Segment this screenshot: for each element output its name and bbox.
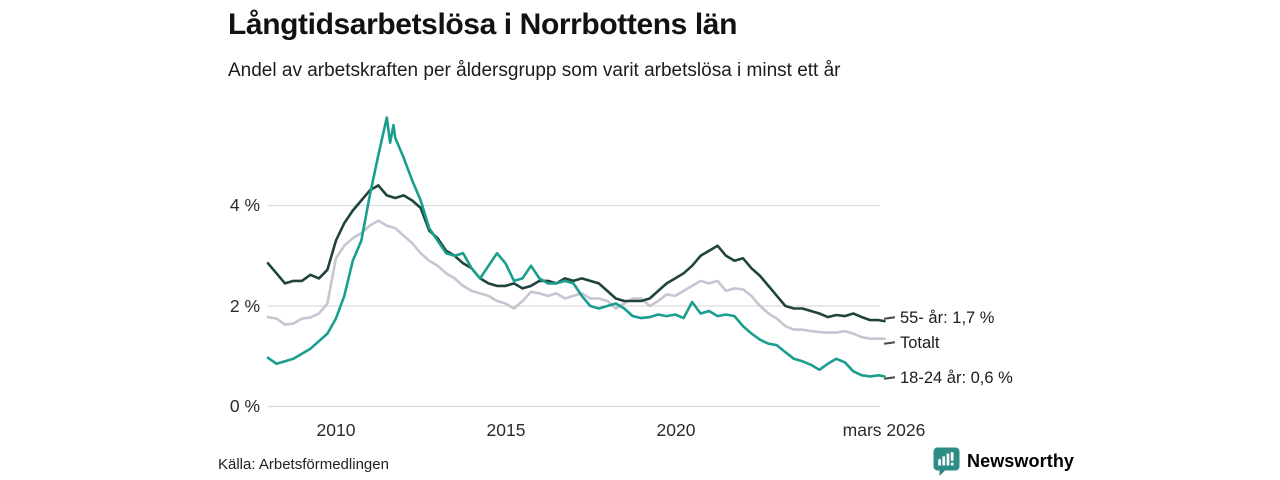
x-axis-tick-2020: 2020 <box>656 420 696 440</box>
y-axis-tick-2pct: 2 % <box>229 296 260 316</box>
series-label-text: Totalt <box>900 333 940 352</box>
leader-dash-icon <box>883 316 896 320</box>
x-axis-tick-2015: 2015 <box>486 420 526 440</box>
leader-dash-icon <box>883 341 896 345</box>
y-axis-tick-4pct: 4 % <box>229 195 260 215</box>
series-label-text: 55- år: 1,7 % <box>900 308 995 327</box>
page-title: Långtidsarbetslösa i Norrbottens län <box>228 8 738 41</box>
y-axis-tick-0pct: 0 % <box>229 396 260 416</box>
x-axis-tick-2010: 2010 <box>316 420 356 440</box>
series-line-totalt <box>266 219 886 341</box>
series-end-label-18-24: 18-24 år: 0,6 % <box>883 367 1013 389</box>
source-attribution: Källa: Arbetsförmedlingen <box>218 456 389 473</box>
chart-subtitle: Andel av arbetskraften per åldersgrupp s… <box>228 60 841 81</box>
bar-chart-speech-bubble-icon <box>933 447 960 476</box>
newsworthy-branding: Newsworthy <box>933 447 1074 476</box>
x-axis-tick-mars-2026: mars 2026 <box>842 420 926 440</box>
series-label-text: 18-24 år: 0,6 % <box>900 368 1013 387</box>
series-line-18-24-r <box>266 116 886 378</box>
series-end-label-totalt: Totalt <box>883 332 940 354</box>
series-end-label-55-plus: 55- år: 1,7 % <box>883 307 995 329</box>
newsworthy-wordmark: Newsworthy <box>967 451 1075 471</box>
leader-dash-icon <box>883 376 896 380</box>
